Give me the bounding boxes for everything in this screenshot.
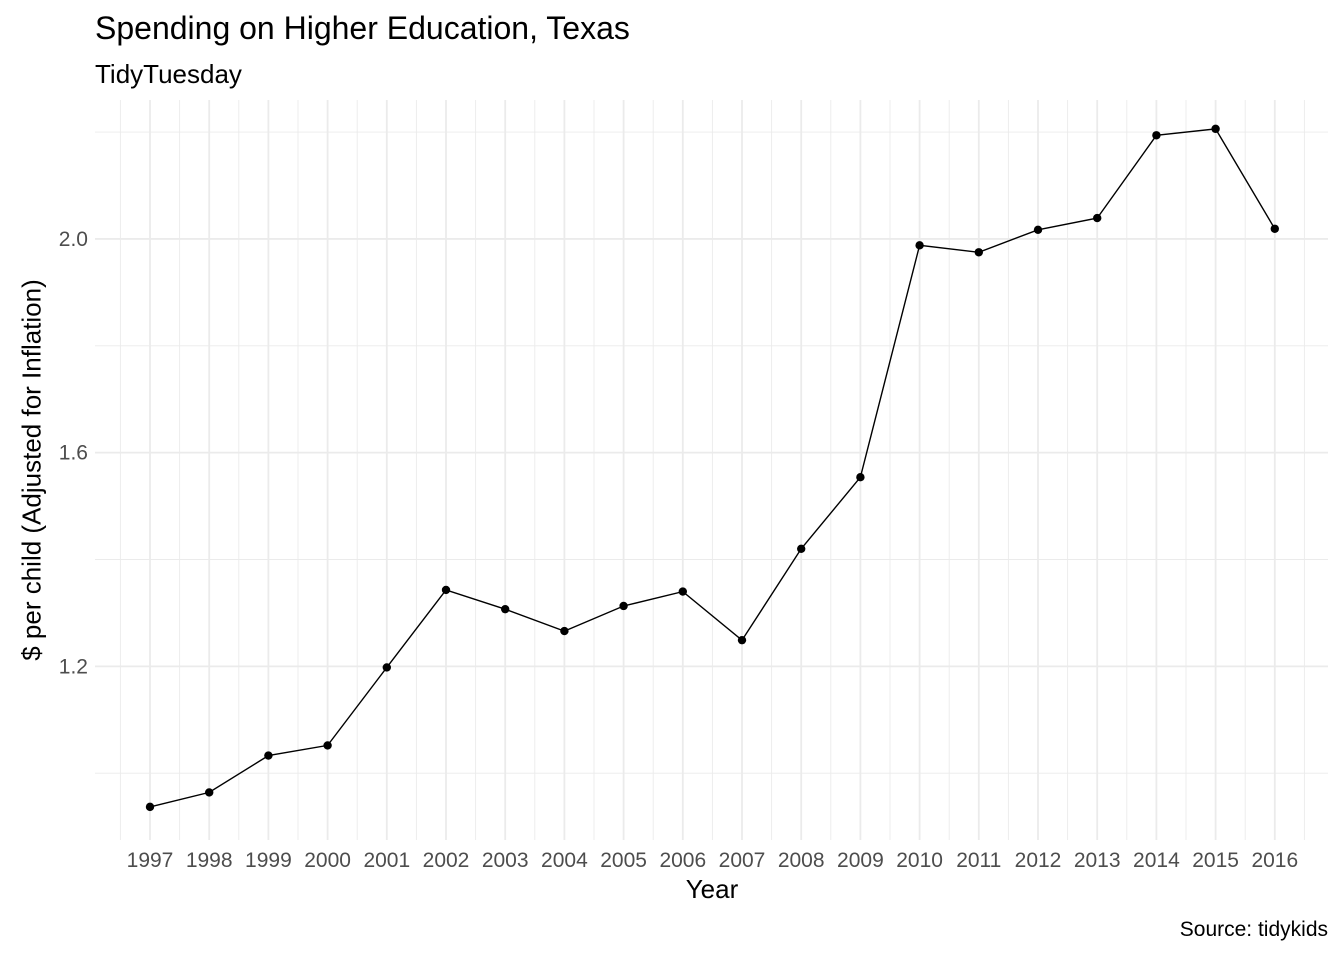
x-tick-label: 2008 [778,849,825,872]
data-point-2007 [737,635,747,645]
x-tick-label: 2000 [304,849,351,872]
data-point-2011 [974,248,983,257]
x-tick-label: 2003 [482,849,529,872]
x-axis-label: Year [685,874,739,904]
data-point-2009 [856,473,865,482]
data-point-2013 [1093,213,1102,223]
x-tick-label: 2010 [896,849,943,872]
data-point-2005 [619,601,628,611]
data-point-2001 [382,663,391,672]
x-tick-label: 1998 [186,849,233,872]
x-tick-label: 2009 [837,849,884,872]
data-point-1998 [205,788,214,797]
chart-subtitle: TidyTuesday [95,59,242,89]
data-point-2010 [915,241,924,250]
x-tick-label: 2004 [541,849,588,872]
data-point-2002 [441,585,451,595]
x-tick-labels: 1997 1998 1999 2000 2001 2002 2003 2004 2005 2006… [127,849,1299,872]
data-point-2006 [678,587,687,596]
x-tick-label: 1997 [127,849,174,872]
data-point-2016 [1270,224,1280,233]
data-point-2004 [560,626,569,636]
data-point-2012 [1033,225,1043,235]
x-tick-label: 2011 [956,849,1001,872]
chart-caption: Source: tidykids [1179,918,1328,941]
x-tick-label: 2014 [1133,849,1180,872]
x-tick-label: 1999 [245,849,292,872]
data-point-2008 [797,544,806,554]
y-tick-labels: 1.2 1.6 2.0 [59,228,88,678]
data-point-2000 [323,741,332,750]
x-tick-label: 2002 [423,849,470,872]
chart-title: Spending on Higher Education, Texas [95,10,630,46]
y-axis-label: $ per child (Adjusted for Inflation) [16,279,47,661]
series-line-layer [149,128,1276,808]
data-points [145,124,1280,812]
x-tick-label: 2007 [719,849,766,872]
data-point-2014 [1152,131,1161,140]
x-tick-label: 2016 [1251,849,1298,872]
data-point-2015 [1211,124,1220,134]
y-tick-label: 2.0 [59,228,88,251]
data-point-1999 [264,751,273,760]
data-point-1997 [145,802,155,812]
x-tick-label: 2006 [659,849,706,872]
x-tick-label: 2015 [1192,849,1239,872]
x-tick-label: 2013 [1074,849,1121,872]
y-tick-label: 1.6 [59,442,88,465]
x-tick-label: 2001 [363,849,410,872]
x-tick-label: 2012 [1015,849,1062,872]
y-tick-label: 1.2 [59,655,88,678]
series-line [149,128,1276,808]
data-point-2003 [501,604,510,614]
x-tick-label: 2005 [600,849,647,872]
gridlines [95,100,1328,840]
